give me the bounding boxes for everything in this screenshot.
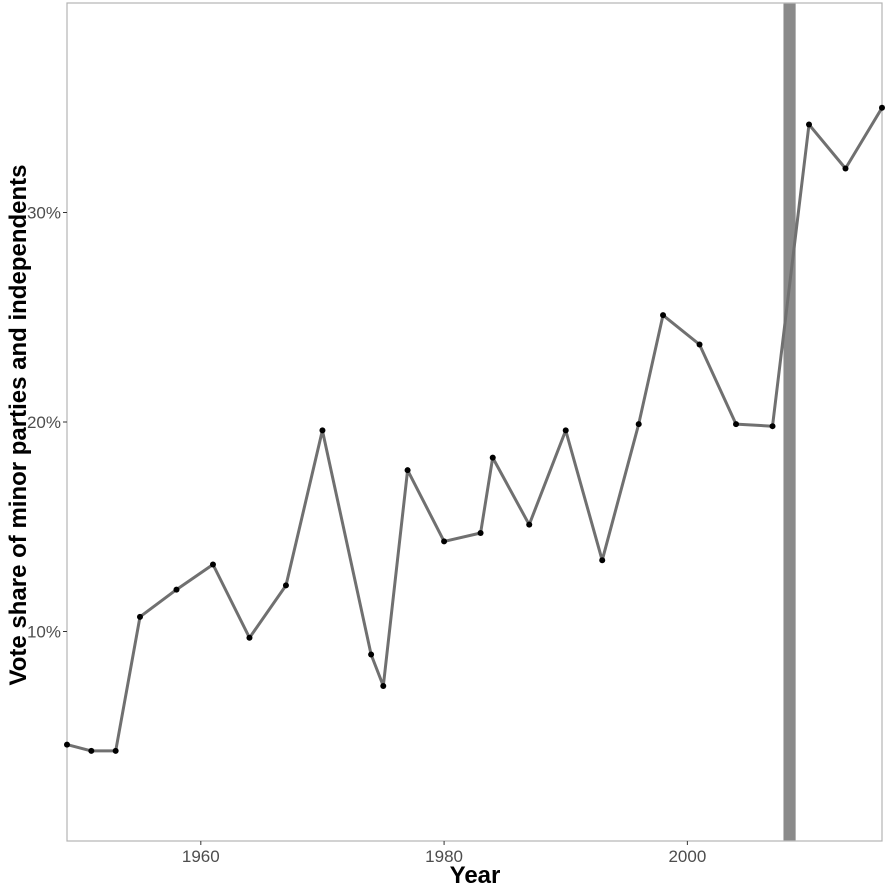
series-line-layer <box>66 107 884 753</box>
data-point <box>209 561 216 568</box>
data-point <box>635 421 642 428</box>
highlight-band-layer <box>783 3 796 841</box>
x-tick-label: 1960 <box>182 847 220 866</box>
data-point <box>842 165 849 172</box>
data-point <box>696 341 703 348</box>
data-point <box>599 557 606 564</box>
data-point <box>319 427 326 434</box>
data-point <box>879 104 885 111</box>
data-point <box>404 467 411 474</box>
data-point <box>477 530 484 537</box>
x-tick-label: 1980 <box>425 847 463 866</box>
data-point <box>526 521 533 528</box>
series-line <box>66 107 884 753</box>
data-point <box>562 427 569 434</box>
x-axis-ticks: 1960 1980 2000 <box>182 841 706 866</box>
y-axis-ticks: 10% 20% 30% <box>27 204 67 642</box>
data-point <box>733 421 740 428</box>
data-point <box>441 538 448 545</box>
data-point <box>88 747 95 754</box>
y-axis-title: Vote share of minor parties and independ… <box>5 165 32 686</box>
y-tick-label: 30% <box>27 204 61 223</box>
x-axis-title: Year <box>450 862 501 886</box>
data-point <box>246 634 253 641</box>
plot-panel <box>66 2 883 842</box>
y-tick-label: 10% <box>27 623 61 642</box>
data-point <box>282 582 289 589</box>
data-point <box>806 121 813 128</box>
data-point <box>489 454 496 461</box>
y-tick-label: 20% <box>27 413 61 432</box>
data-point <box>64 741 70 748</box>
data-point <box>660 312 667 319</box>
x-tick-label: 2000 <box>668 847 706 866</box>
data-point <box>173 586 180 593</box>
highlight-band <box>783 3 796 841</box>
data-point <box>136 613 143 620</box>
data-point <box>380 682 387 689</box>
data-point <box>368 651 375 658</box>
data-point <box>769 423 776 430</box>
data-points-layer <box>64 104 885 754</box>
data-point <box>112 747 119 754</box>
